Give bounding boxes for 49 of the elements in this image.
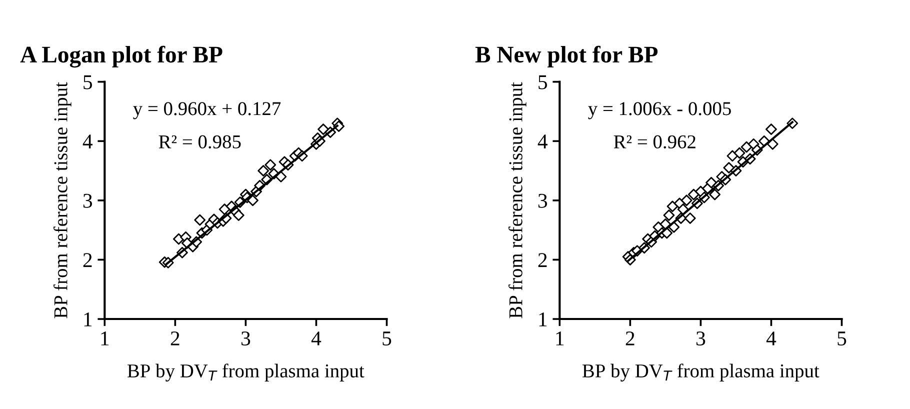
point <box>318 124 329 135</box>
point <box>706 176 717 188</box>
y-tick-label: 5 <box>84 75 92 90</box>
point <box>247 194 258 206</box>
point <box>723 162 735 174</box>
x-tick-label: 3 <box>696 331 706 346</box>
y-tick-label: 1 <box>539 312 547 326</box>
point <box>684 212 696 224</box>
x-axis-title: BP by DV$_{T}$ from plasma input <box>127 364 364 382</box>
point <box>663 210 675 221</box>
point <box>709 188 721 200</box>
annotation: R² = 0.962 <box>614 135 696 148</box>
point <box>666 200 678 212</box>
x-tick-label: 1 <box>101 332 109 346</box>
annotation: R² = 0.985 <box>158 135 241 148</box>
point <box>766 124 777 135</box>
y-tick-label: 4 <box>538 134 548 148</box>
y-tick-label: 4 <box>82 134 93 148</box>
y-axis-title: BP from reference tissue input <box>508 82 526 318</box>
y-tick-label: 2 <box>83 253 92 267</box>
annotation: y = 0.960x + 0.127 <box>133 102 281 120</box>
point <box>258 165 270 176</box>
x-axis-title: BP by DV$_{T}$ from plasma input <box>582 364 820 382</box>
point <box>680 194 692 206</box>
y-tick-label: 1 <box>84 312 92 326</box>
point <box>688 188 700 200</box>
x-tick-label: 3 <box>241 331 250 346</box>
point <box>194 214 206 226</box>
point <box>275 170 287 182</box>
y-tick-label: 5 <box>538 75 548 90</box>
x-tick-label: 2 <box>170 331 180 346</box>
point <box>726 150 738 162</box>
y-tick-label: 3 <box>538 194 548 208</box>
x-tick-label: 5 <box>838 332 846 346</box>
x-tick-label: 1 <box>556 332 564 346</box>
x-tick-label: 2 <box>626 331 634 346</box>
point <box>740 141 752 153</box>
x-tick-label: 4 <box>766 332 776 346</box>
y-tick-label: 3 <box>83 194 92 208</box>
y-axis-title: BP from reference tissue input <box>53 82 72 318</box>
annotation: y = 1.006x - 0.005 <box>588 102 731 120</box>
point <box>264 159 276 171</box>
chart-title: A Logan plot for BP <box>20 46 222 68</box>
point <box>232 210 244 221</box>
point <box>734 147 746 159</box>
y-tick-label: 2 <box>538 253 547 267</box>
x-tick-label: 5 <box>382 332 392 346</box>
x-tick-label: 4 <box>311 332 322 346</box>
chart-title: B New plot for BP <box>475 46 658 68</box>
